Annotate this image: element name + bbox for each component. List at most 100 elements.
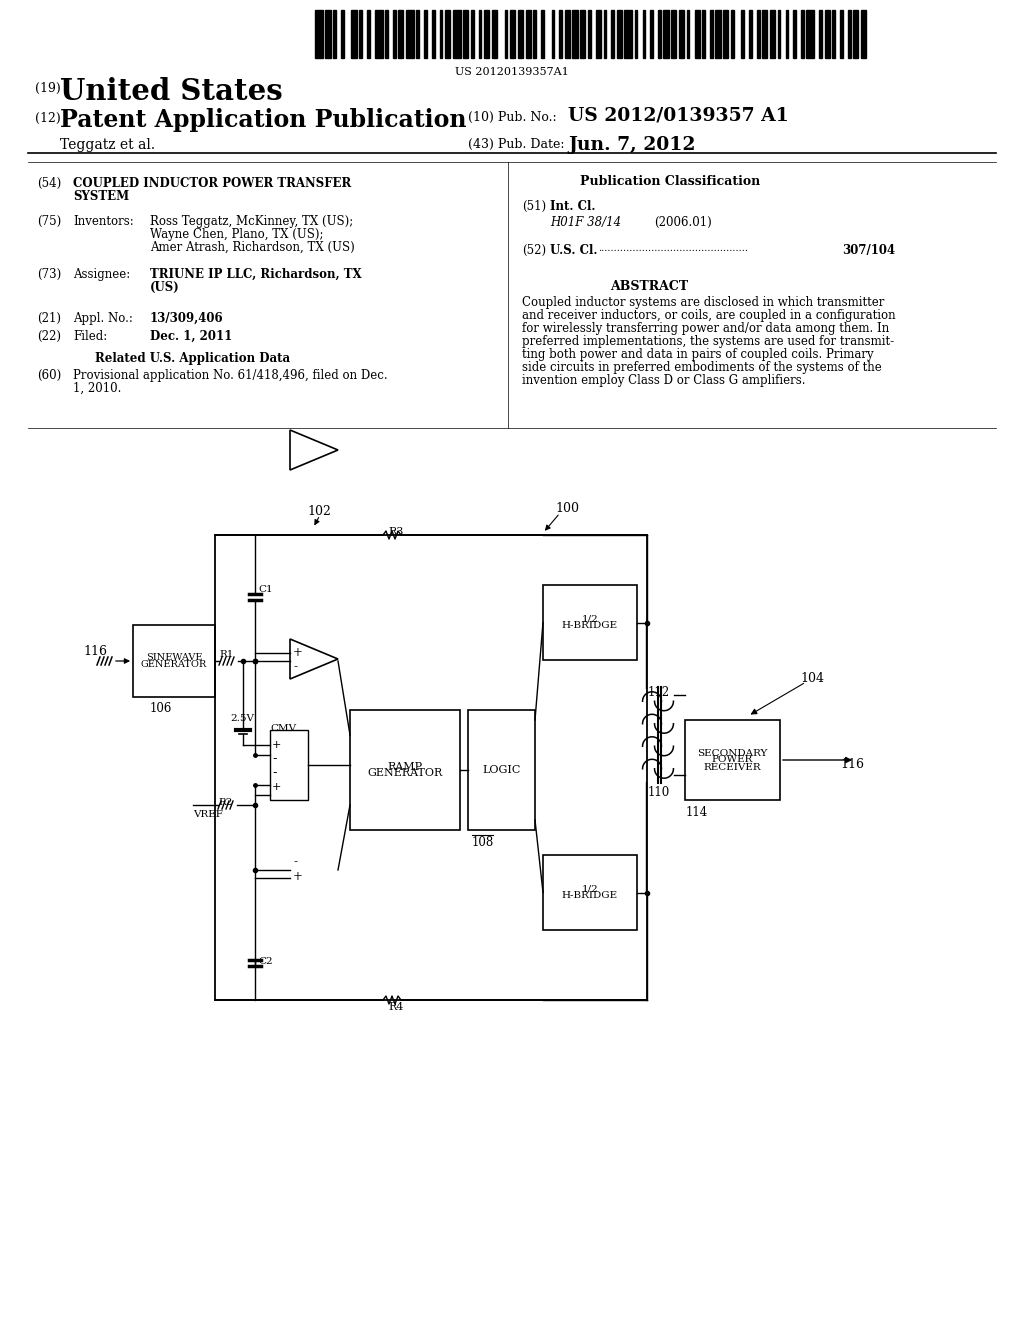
Text: Assignee:: Assignee: bbox=[73, 268, 130, 281]
Bar bbox=[625, 11, 632, 58]
Bar bbox=[543, 585, 637, 660]
Text: -: - bbox=[272, 752, 276, 766]
Text: Ross Teggatz, McKinney, TX (US);: Ross Teggatz, McKinney, TX (US); bbox=[150, 215, 353, 228]
Text: R3: R3 bbox=[388, 527, 403, 537]
Bar bbox=[424, 11, 427, 58]
Bar bbox=[534, 11, 536, 58]
Bar bbox=[596, 11, 601, 58]
Text: -: - bbox=[272, 767, 276, 780]
Text: 104: 104 bbox=[800, 672, 824, 685]
Text: 307/104: 307/104 bbox=[842, 244, 895, 257]
Text: U.S. Cl.: U.S. Cl. bbox=[550, 244, 597, 257]
Text: +: + bbox=[272, 781, 282, 792]
Text: (US): (US) bbox=[150, 281, 180, 294]
Text: CMV: CMV bbox=[270, 723, 296, 733]
Text: (43) Pub. Date:: (43) Pub. Date: bbox=[468, 139, 564, 150]
Bar bbox=[270, 730, 308, 800]
Bar bbox=[468, 710, 535, 830]
Text: COUPLED INDUCTOR POWER TRANSFER: COUPLED INDUCTOR POWER TRANSFER bbox=[73, 177, 351, 190]
Text: GENERATOR: GENERATOR bbox=[141, 660, 207, 669]
Text: 100: 100 bbox=[555, 502, 579, 515]
Text: H-BRIDGE: H-BRIDGE bbox=[562, 891, 618, 900]
Bar bbox=[687, 11, 689, 58]
Text: Coupled inductor systems are disclosed in which transmitter: Coupled inductor systems are disclosed i… bbox=[522, 296, 885, 309]
Text: 13/309,406: 13/309,406 bbox=[150, 312, 223, 325]
Bar bbox=[398, 11, 403, 58]
Text: preferred implementations, the systems are used for transmit-: preferred implementations, the systems a… bbox=[522, 335, 894, 348]
Bar bbox=[432, 11, 434, 58]
Bar bbox=[484, 11, 489, 58]
Bar bbox=[801, 11, 804, 58]
Text: (22): (22) bbox=[37, 330, 61, 343]
Bar bbox=[731, 11, 733, 58]
Bar bbox=[824, 11, 829, 58]
Text: and receiver inductors, or coils, are coupled in a configuration: and receiver inductors, or coils, are co… bbox=[522, 309, 896, 322]
Bar bbox=[664, 11, 669, 58]
Text: H01F 38/14: H01F 38/14 bbox=[550, 216, 622, 228]
Bar bbox=[525, 11, 530, 58]
Bar bbox=[694, 11, 699, 58]
Text: R1: R1 bbox=[219, 649, 233, 659]
Bar bbox=[819, 11, 822, 58]
Text: (75): (75) bbox=[37, 215, 61, 228]
Bar bbox=[658, 11, 660, 58]
Bar bbox=[351, 11, 356, 58]
Text: (19): (19) bbox=[35, 82, 60, 95]
Bar bbox=[723, 11, 728, 58]
Text: (21): (21) bbox=[37, 312, 61, 325]
Text: SINEWAVE: SINEWAVE bbox=[145, 653, 203, 663]
Bar bbox=[385, 11, 388, 58]
Text: +: + bbox=[293, 870, 303, 883]
Text: 106: 106 bbox=[150, 702, 172, 715]
Text: ................................................: ........................................… bbox=[598, 244, 748, 253]
Bar bbox=[505, 11, 508, 58]
Text: Patent Application Publication: Patent Application Publication bbox=[60, 108, 467, 132]
Bar bbox=[603, 11, 606, 58]
Bar bbox=[848, 11, 851, 58]
Bar bbox=[417, 11, 419, 58]
Text: 114: 114 bbox=[686, 807, 709, 818]
Text: -: - bbox=[293, 855, 297, 869]
Text: (2006.01): (2006.01) bbox=[654, 216, 712, 228]
Bar bbox=[543, 855, 637, 931]
Bar bbox=[757, 11, 760, 58]
Bar bbox=[564, 11, 569, 58]
Text: (60): (60) bbox=[37, 370, 61, 381]
Bar bbox=[679, 11, 684, 58]
Bar bbox=[326, 11, 331, 58]
Bar bbox=[350, 710, 460, 830]
Text: R2: R2 bbox=[218, 799, 232, 807]
Bar bbox=[770, 11, 775, 58]
Bar bbox=[741, 11, 744, 58]
Text: Int. Cl.: Int. Cl. bbox=[550, 201, 596, 213]
Text: Provisional application No. 61/418,496, filed on Dec.: Provisional application No. 61/418,496, … bbox=[73, 370, 388, 381]
Bar bbox=[750, 11, 752, 58]
Text: C1: C1 bbox=[258, 585, 272, 594]
Bar bbox=[133, 624, 215, 697]
Text: (12): (12) bbox=[35, 112, 60, 125]
Bar bbox=[510, 11, 515, 58]
Bar bbox=[215, 535, 647, 1001]
Bar bbox=[671, 11, 677, 58]
Bar bbox=[471, 11, 474, 58]
Text: Teggatz et al.: Teggatz et al. bbox=[60, 139, 155, 152]
Bar bbox=[833, 11, 835, 58]
Text: 1/2: 1/2 bbox=[582, 615, 598, 623]
Bar bbox=[581, 11, 586, 58]
Text: ting both power and data in pairs of coupled coils. Primary: ting both power and data in pairs of cou… bbox=[522, 348, 873, 360]
Bar bbox=[794, 11, 796, 58]
Bar bbox=[807, 11, 814, 58]
Bar bbox=[406, 11, 414, 58]
Bar bbox=[492, 11, 497, 58]
Bar bbox=[611, 11, 614, 58]
Bar bbox=[559, 11, 562, 58]
Text: C2: C2 bbox=[258, 957, 272, 966]
Bar bbox=[716, 11, 721, 58]
Bar bbox=[341, 11, 344, 58]
Text: VREF: VREF bbox=[193, 810, 223, 818]
Text: 102: 102 bbox=[307, 506, 331, 517]
Bar bbox=[463, 11, 468, 58]
Bar bbox=[572, 11, 578, 58]
Bar bbox=[650, 11, 653, 58]
Text: GENERATOR: GENERATOR bbox=[368, 768, 442, 779]
